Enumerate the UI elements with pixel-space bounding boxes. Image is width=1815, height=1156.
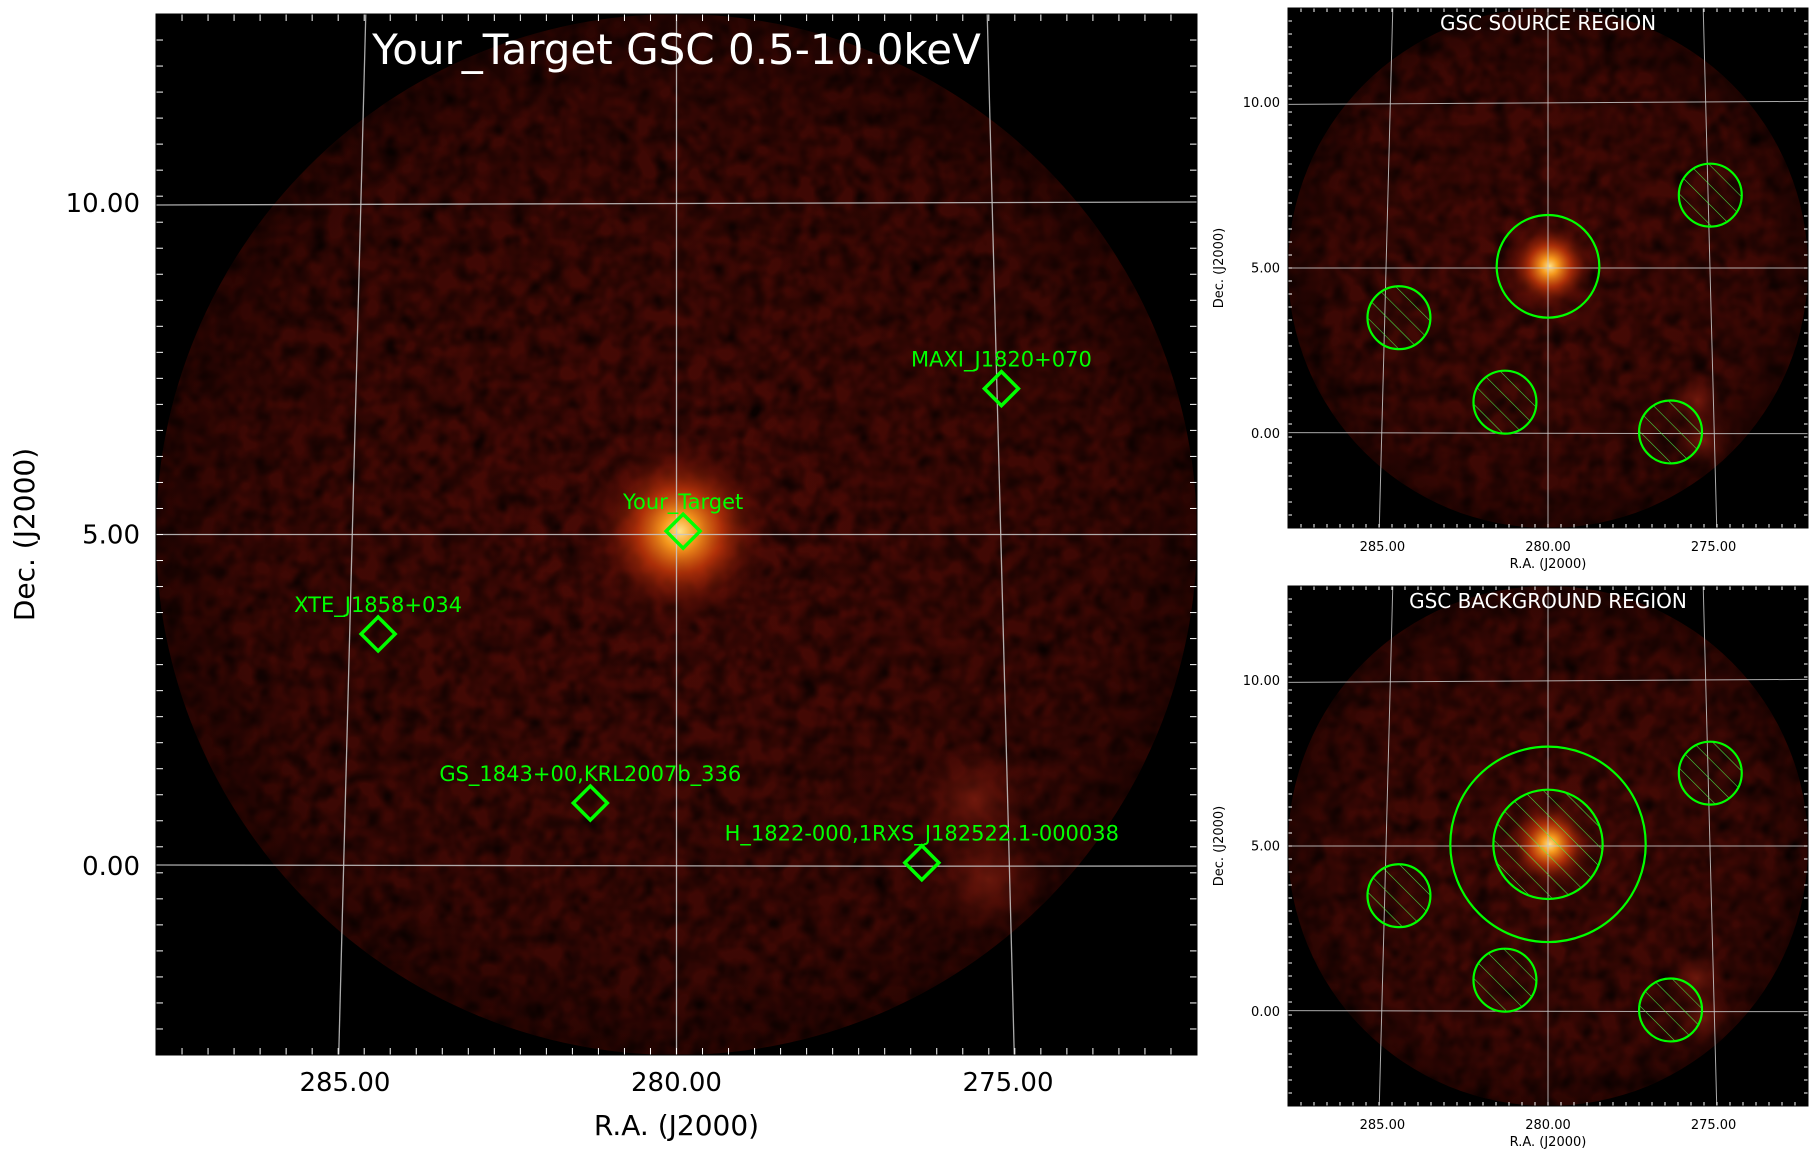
y-axis-label: Dec. (J2000) (8, 448, 41, 621)
exclusion-hatch (1639, 400, 1703, 464)
exclusion-hatch (1473, 370, 1537, 434)
y-tick-label: 5.00 (82, 521, 140, 551)
x-tick-label: 280.00 (1525, 540, 1571, 555)
y-tick-label: 0.00 (1251, 1005, 1280, 1020)
source-marker (981, 369, 1021, 409)
x-tick-label: 285.00 (1360, 1118, 1406, 1133)
source-marker (663, 511, 703, 551)
exclusion-region-circle (1472, 947, 1538, 1013)
y-tick-label: 0.00 (82, 852, 140, 882)
grid-line-ra (1378, 8, 1394, 528)
exclusion-hatch (1367, 864, 1431, 928)
exclusion-region-circle (1677, 162, 1743, 228)
panel-frame (1287, 585, 1809, 1107)
y-tick-label: 10.00 (1243, 674, 1280, 689)
source-label: GS_1843+00,KRL2007b_336 (439, 762, 741, 787)
panel-title: Your_Target GSC 0.5-10.0keV (371, 25, 981, 74)
grid-line-ra (986, 14, 1015, 1055)
grid-line-ra (1702, 586, 1718, 1106)
bright-source-glow (1503, 219, 1597, 313)
x-tick-label: 280.00 (1525, 1118, 1571, 1133)
exclusion-hatch (1473, 948, 1537, 1012)
panel-source: GSC SOURCE REGION 285.00 280.00 275.00 10.00… (1212, 7, 1809, 572)
source-label: MAXI_J1820+070 (911, 348, 1092, 373)
faint-emission (928, 819, 1048, 939)
exclusion-region-circle (1637, 399, 1704, 465)
panel-title: GSC SOURCE REGION (1440, 11, 1656, 35)
x-tick-label: 275.00 (963, 1068, 1054, 1098)
y-tick-label: 5.00 (1251, 840, 1280, 855)
source-marker (358, 614, 398, 654)
exclusion-hatch (1639, 978, 1703, 1042)
exclusion-region-circle (1366, 285, 1432, 351)
exclusion-hatch (1678, 741, 1742, 805)
panel-background: GSC BACKGROUND REGION 285.00 280.00 275.00 1… (1212, 585, 1809, 1150)
y-axis-label: Dec. (J2000) (1212, 806, 1227, 886)
plot-area-background: GSC BACKGROUND REGION (1288, 586, 1808, 1106)
grid-line-ra (1702, 8, 1718, 528)
plot-area-main: Your_Target MAXI_J1820+070 XTE_J1858+034 GS… (156, 14, 1197, 1055)
exclusion-hatch (1493, 789, 1603, 899)
exclusion-hatch (1678, 163, 1742, 227)
source-marker (902, 843, 942, 883)
x-tick-label: 280.00 (631, 1068, 722, 1098)
source-label: XTE_J1858+034 (294, 593, 462, 618)
source-region-circle (1495, 213, 1601, 319)
y-tick-label: 10.00 (66, 189, 140, 219)
y-axis-label: Dec. (J2000) (1212, 228, 1227, 308)
x-axis-label: R.A. (J2000) (1510, 1135, 1587, 1150)
x-axis-label: R.A. (J2000) (1510, 557, 1587, 572)
exclusion-region-circle (1677, 740, 1743, 806)
exclusion-region-circle (1492, 788, 1604, 901)
x-tick-label: 285.00 (1360, 540, 1406, 555)
background-annulus-outer (1449, 745, 1647, 944)
y-tick-label: 5.00 (1251, 262, 1280, 277)
exclusion-region-circle (1472, 369, 1538, 435)
source-label: H_1822-000,1RXS_J182522.1-000038 (725, 822, 1119, 847)
x-tick-label: 275.00 (1691, 1118, 1737, 1133)
grid-line-ra (1378, 586, 1394, 1106)
y-tick-label: 0.00 (1251, 427, 1280, 442)
x-tick-label: 285.00 (299, 1068, 390, 1098)
panel-frame (1287, 7, 1809, 529)
panel-title: GSC BACKGROUND REGION (1409, 589, 1687, 613)
grid-line-ra (338, 14, 367, 1055)
x-axis-label: R.A. (J2000) (594, 1109, 759, 1142)
panel-main: Your_Target MAXI_J1820+070 XTE_J1858+034 GS… (8, 13, 1198, 1142)
exclusion-region-circle (1366, 863, 1432, 929)
y-tick-label: 10.00 (1243, 96, 1280, 111)
x-tick-label: 275.00 (1691, 540, 1737, 555)
exclusion-hatch (1367, 286, 1431, 350)
source-marker (570, 783, 610, 823)
plot-area-source: GSC SOURCE REGION (1288, 8, 1808, 528)
panel-frame (155, 13, 1198, 1056)
bright-source-glow (586, 438, 773, 625)
source-label: Your_Target (622, 490, 743, 515)
exclusion-region-circle (1637, 977, 1704, 1043)
